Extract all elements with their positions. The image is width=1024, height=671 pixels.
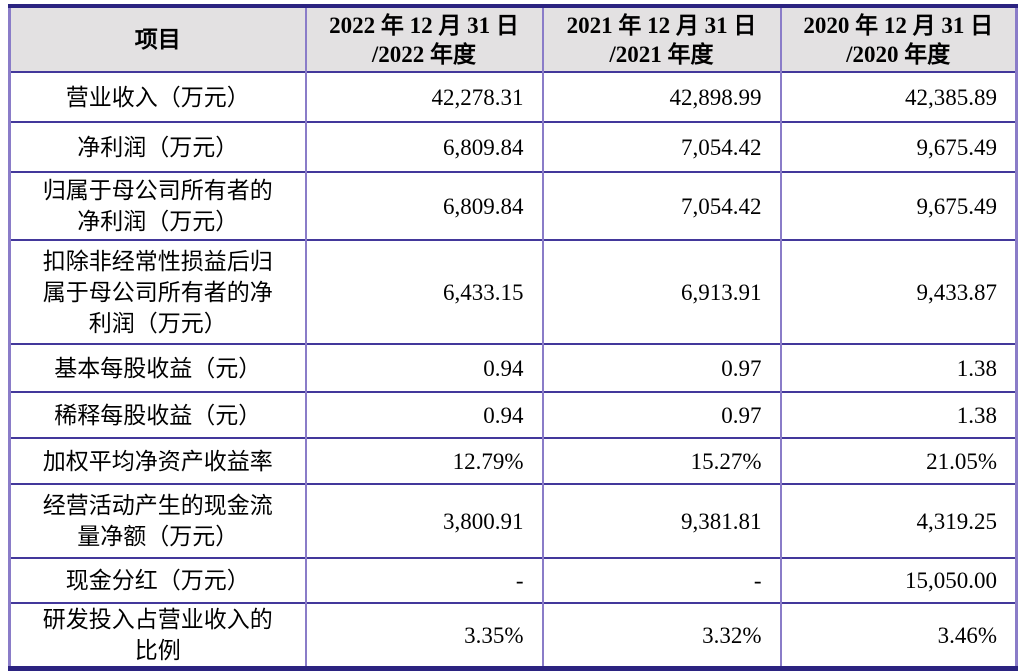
cell-value: 3.32% — [541, 602, 781, 670]
row-label: 扣除非经常性损益后归 属于母公司所有者的净 利润（万元） — [8, 239, 306, 344]
row-label: 经营活动产生的现金流 量净额（万元） — [8, 483, 306, 558]
header-row: 项目 2022 年 12 月 31 日 /2022 年度 2021 年 12 月… — [8, 5, 1017, 72]
cell-value: - — [541, 557, 781, 603]
table-row: 营业收入（万元） 42,278.31 42,898.99 42,385.89 — [8, 71, 1017, 122]
table-row: 研发投入占营业收入的 比例 3.35% 3.32% 3.46% — [8, 602, 1017, 670]
row-label: 归属于母公司所有者的 净利润（万元） — [8, 171, 306, 240]
cell-value: 12.79% — [304, 437, 543, 484]
table-row: 归属于母公司所有者的 净利润（万元） 6,809.84 7,054.42 9,6… — [8, 171, 1017, 240]
cell-value: 3,800.91 — [304, 483, 543, 558]
row-label: 现金分红（万元） — [8, 557, 306, 603]
row-label: 基本每股收益（元） — [8, 343, 306, 392]
row-label: 营业收入（万元） — [8, 71, 306, 122]
table-row: 经营活动产生的现金流 量净额（万元） 3,800.91 9,381.81 4,3… — [8, 483, 1017, 558]
cell-value: 6,809.84 — [304, 121, 543, 172]
cell-value: 21.05% — [779, 437, 1017, 484]
cell-value: 0.94 — [304, 391, 543, 438]
cell-value: 1.38 — [779, 343, 1017, 392]
table-row: 基本每股收益（元） 0.94 0.97 1.38 — [8, 343, 1017, 392]
cell-value: 3.35% — [304, 602, 543, 670]
cell-value: 9,675.49 — [779, 171, 1017, 240]
cell-value: 7,054.42 — [541, 121, 781, 172]
header-cell-item: 项目 — [8, 5, 306, 72]
table-row: 扣除非经常性损益后归 属于母公司所有者的净 利润（万元） 6,433.15 6,… — [8, 239, 1017, 344]
cell-value: 9,433.87 — [779, 239, 1017, 344]
row-label: 加权平均净资产收益率 — [8, 437, 306, 484]
header-cell-2020: 2020 年 12 月 31 日 /2020 年度 — [779, 5, 1017, 72]
cell-value: 6,913.91 — [541, 239, 781, 344]
cell-value: 15,050.00 — [779, 557, 1017, 603]
row-label: 稀释每股收益（元） — [8, 391, 306, 438]
table-row: 稀释每股收益（元） 0.94 0.97 1.38 — [8, 391, 1017, 438]
table-row: 加权平均净资产收益率 12.79% 15.27% 21.05% — [8, 437, 1017, 484]
table-row: 净利润（万元） 6,809.84 7,054.42 9,675.49 — [8, 121, 1017, 172]
cell-value: 42,385.89 — [779, 71, 1017, 122]
cell-value: 0.97 — [541, 391, 781, 438]
cell-value: 42,898.99 — [541, 71, 781, 122]
row-label: 净利润（万元） — [8, 121, 306, 172]
header-cell-2021: 2021 年 12 月 31 日 /2021 年度 — [541, 5, 781, 72]
cell-value: 0.97 — [541, 343, 781, 392]
cell-value: 6,809.84 — [304, 171, 543, 240]
cell-value: 6,433.15 — [304, 239, 543, 344]
cell-value: 7,054.42 — [541, 171, 781, 240]
table-row: 现金分红（万元） - - 15,050.00 — [8, 557, 1017, 603]
row-label: 研发投入占营业收入的 比例 — [8, 602, 306, 670]
cell-value: 0.94 — [304, 343, 543, 392]
cell-value: 1.38 — [779, 391, 1017, 438]
financial-summary-table: 项目 2022 年 12 月 31 日 /2022 年度 2021 年 12 月… — [8, 4, 1018, 671]
cell-value: 4,319.25 — [779, 483, 1017, 558]
cell-value: 42,278.31 — [304, 71, 543, 122]
cell-value: 3.46% — [779, 602, 1017, 670]
cell-value: - — [304, 557, 543, 603]
cell-value: 9,675.49 — [779, 121, 1017, 172]
cell-value: 9,381.81 — [541, 483, 781, 558]
cell-value: 15.27% — [541, 437, 781, 484]
header-cell-2022: 2022 年 12 月 31 日 /2022 年度 — [304, 5, 543, 72]
